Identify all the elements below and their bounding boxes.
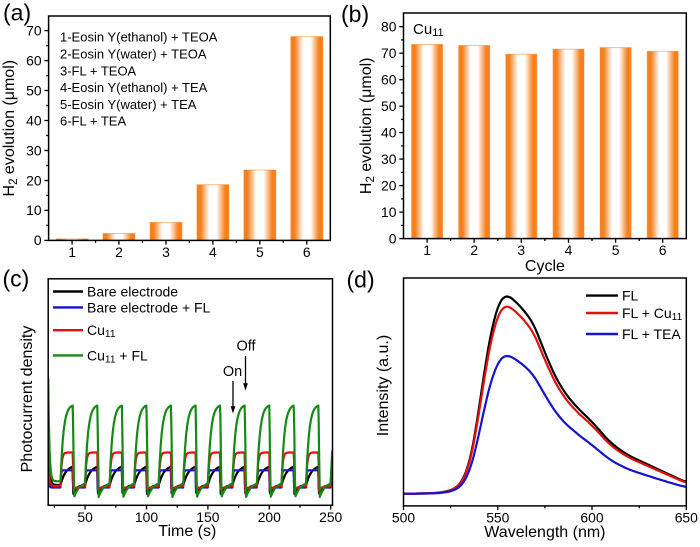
svg-text:4: 4 <box>565 242 573 258</box>
svg-text:H2 evolution (μmol): H2 evolution (μmol) <box>1 60 20 197</box>
svg-text:5: 5 <box>256 244 264 260</box>
svg-text:600: 600 <box>580 509 603 525</box>
svg-text:60: 60 <box>381 72 397 88</box>
svg-text:FL + Cu11: FL + Cu11 <box>622 305 683 323</box>
svg-text:70: 70 <box>26 22 42 38</box>
svg-text:Bare electrode: Bare electrode <box>87 283 178 299</box>
svg-text:650: 650 <box>675 509 698 525</box>
svg-text:0: 0 <box>34 232 42 248</box>
svg-text:2: 2 <box>470 242 478 258</box>
svg-text:3: 3 <box>162 244 170 260</box>
svg-text:1: 1 <box>423 242 431 258</box>
svg-text:550: 550 <box>486 509 509 525</box>
svg-text:30: 30 <box>381 151 397 167</box>
svg-text:On: On <box>223 364 242 380</box>
svg-text:10: 10 <box>26 202 42 218</box>
svg-text:1-Eosin Y(ethanol) + TEOA: 1-Eosin Y(ethanol) + TEOA <box>60 30 218 45</box>
svg-text:10: 10 <box>381 204 397 220</box>
svg-text:200: 200 <box>258 509 281 525</box>
svg-text:40: 40 <box>26 112 42 128</box>
svg-text:20: 20 <box>381 177 397 193</box>
svg-text:70: 70 <box>381 45 397 61</box>
svg-text:(a): (a) <box>3 0 31 26</box>
svg-text:FL + TEA: FL + TEA <box>622 326 681 342</box>
svg-text:2-Eosin Y(water) + TEOA: 2-Eosin Y(water) + TEOA <box>60 47 207 62</box>
svg-text:80: 80 <box>381 19 397 35</box>
svg-text:50: 50 <box>77 509 93 525</box>
svg-text:6: 6 <box>303 244 311 260</box>
svg-text:(d): (d) <box>347 267 375 293</box>
svg-text:H2 evolution (μmol): H2 evolution (μmol) <box>358 58 377 195</box>
svg-text:Photocurrent density: Photocurrent density <box>19 326 36 473</box>
svg-text:0: 0 <box>389 230 397 246</box>
svg-text:3-FL + TEOA: 3-FL + TEOA <box>60 63 137 78</box>
svg-text:Intensity (a.u.): Intensity (a.u.) <box>375 335 392 436</box>
svg-text:6: 6 <box>659 242 667 258</box>
svg-text:(c): (c) <box>3 265 30 291</box>
svg-text:5: 5 <box>612 242 620 258</box>
svg-text:Time (s): Time (s) <box>158 523 216 540</box>
svg-text:4: 4 <box>209 244 217 260</box>
svg-text:20: 20 <box>26 172 42 188</box>
svg-text:FL: FL <box>622 288 639 304</box>
svg-text:40: 40 <box>381 124 397 140</box>
svg-text:Bare electrode + FL: Bare electrode + FL <box>87 299 211 315</box>
svg-text:Cycle: Cycle <box>525 258 565 275</box>
svg-text:5-Eosin Y(water) + TEA: 5-Eosin Y(water) + TEA <box>60 97 197 112</box>
svg-text:500: 500 <box>392 509 415 525</box>
svg-text:Wavelength (nm): Wavelength (nm) <box>484 524 605 541</box>
svg-text:1: 1 <box>68 244 76 260</box>
svg-text:250: 250 <box>319 509 342 525</box>
svg-text:60: 60 <box>26 52 42 68</box>
svg-text:Cu11 + FL: Cu11 + FL <box>87 347 148 365</box>
svg-text:100: 100 <box>135 509 158 525</box>
svg-text:2: 2 <box>115 244 123 260</box>
svg-text:3: 3 <box>517 242 525 258</box>
svg-text:6-FL + TEA: 6-FL + TEA <box>60 114 126 129</box>
svg-text:(b): (b) <box>341 1 369 27</box>
svg-text:50: 50 <box>26 82 42 98</box>
svg-text:Off: Off <box>236 339 256 355</box>
svg-text:4-Eosin Y(ethanol) + TEA: 4-Eosin Y(ethanol) + TEA <box>60 80 208 95</box>
svg-text:30: 30 <box>26 142 42 158</box>
svg-text:50: 50 <box>381 98 397 114</box>
svg-text:150: 150 <box>196 509 219 525</box>
